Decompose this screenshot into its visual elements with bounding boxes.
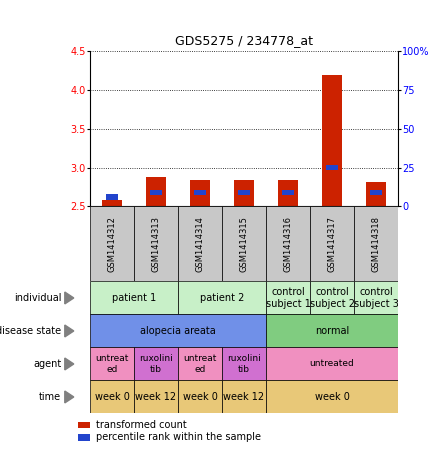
Bar [190,180,210,207]
Text: percentile rank within the sample: percentile rank within the sample [96,433,261,443]
Text: untreat
ed: untreat ed [95,354,129,374]
Bar [90,207,134,281]
Bar [194,190,206,195]
Polygon shape [65,358,74,370]
Bar [266,347,398,381]
Text: GSM1414312: GSM1414312 [107,216,117,272]
Text: week 0: week 0 [183,392,217,402]
Text: control
subject 2: control subject 2 [310,287,354,309]
Text: alopecia areata: alopecia areata [140,326,216,336]
Bar [322,75,342,207]
Text: control
subject 3: control subject 3 [353,287,399,309]
Text: ruxolini
tib: ruxolini tib [227,354,261,374]
Text: normal: normal [315,326,349,336]
Bar [282,190,294,195]
Text: agent: agent [33,359,61,369]
Bar [366,182,386,207]
Text: week 0: week 0 [314,392,350,402]
Text: week 12: week 12 [223,392,265,402]
Bar [370,190,382,195]
Text: GSM1414317: GSM1414317 [328,216,336,272]
Text: patient 1: patient 1 [112,293,156,303]
Bar [222,347,266,381]
Text: week 0: week 0 [95,392,130,402]
Text: untreated: untreated [310,360,354,368]
Text: GDS5275 / 234778_at: GDS5275 / 234778_at [175,34,313,47]
Bar [266,207,310,281]
Polygon shape [65,292,74,304]
Text: GSM1414316: GSM1414316 [283,216,293,272]
Text: untreat
ed: untreat ed [184,354,217,374]
Bar [310,281,354,314]
Bar [325,165,339,170]
Text: GSM1414318: GSM1414318 [371,216,381,272]
Bar [178,281,266,314]
Bar [222,207,266,281]
Bar [278,180,298,207]
Bar [178,381,222,414]
Text: GSM1414314: GSM1414314 [195,216,205,272]
Bar [146,177,166,207]
Bar [90,314,266,347]
Text: control
subject 1: control subject 1 [265,287,311,309]
Bar [102,200,122,207]
Polygon shape [65,391,74,403]
Bar [178,207,222,281]
Bar [266,281,310,314]
Bar [354,207,398,281]
Bar [178,347,222,381]
Text: week 12: week 12 [135,392,177,402]
Bar [134,207,178,281]
Text: ruxolini
tib: ruxolini tib [139,354,173,374]
Bar [90,347,134,381]
Bar [234,180,254,207]
Bar [90,281,178,314]
Text: transformed count: transformed count [96,420,187,430]
Bar [106,194,118,200]
Bar [354,281,398,314]
Bar [134,347,178,381]
Bar [266,381,398,414]
Bar [222,381,266,414]
Bar [78,422,89,429]
Polygon shape [65,325,74,337]
Bar [310,207,354,281]
Text: disease state: disease state [0,326,61,336]
Bar [134,381,178,414]
Bar [266,314,398,347]
Bar [90,381,134,414]
Bar [149,190,162,195]
Text: individual: individual [14,293,61,303]
Text: time: time [39,392,61,402]
Text: patient 2: patient 2 [200,293,244,303]
Bar [237,190,251,195]
Text: GSM1414315: GSM1414315 [240,216,248,272]
Bar [78,434,89,441]
Text: GSM1414313: GSM1414313 [152,216,160,272]
